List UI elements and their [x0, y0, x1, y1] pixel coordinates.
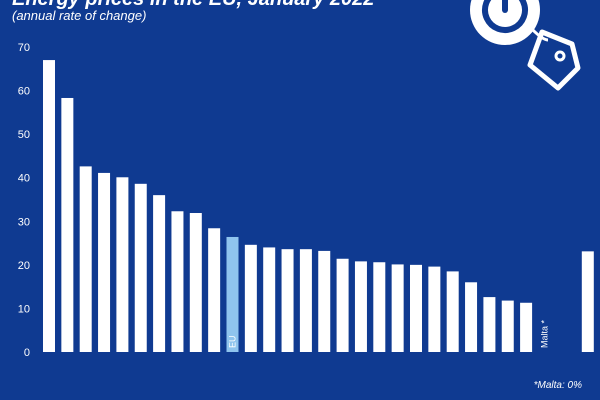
bar-lithuania [79, 166, 92, 352]
category-label: Norway [583, 317, 593, 348]
bar-portugal [501, 300, 514, 352]
category-label: Estonia [99, 318, 109, 348]
category-label: Portugal [503, 314, 513, 348]
bar-greece [116, 177, 129, 352]
bar-latvia [446, 271, 459, 352]
bar-croatia [520, 302, 533, 352]
bar-norway [581, 251, 594, 352]
y-tick-label: 30 [18, 216, 30, 228]
power-price-tag-icon [470, 0, 581, 91]
chart-subtitle: (annual rate of change) [12, 8, 147, 23]
bar-netherlands [61, 97, 74, 352]
bar-finland [299, 249, 312, 352]
category-label: Sweden [319, 315, 329, 348]
y-tick-label: 0 [24, 347, 30, 359]
category-label: Bulgaria [264, 315, 274, 348]
category-label: Italy [136, 331, 146, 348]
category-label: Austria [374, 320, 384, 348]
category-label: Czechia [356, 315, 366, 348]
category-label: Slovakia [466, 314, 476, 348]
y-tick-label: 70 [18, 42, 30, 54]
category-label: Lithuania [81, 311, 91, 348]
category-label: Poland [429, 320, 439, 348]
category-label: Latvia [448, 324, 458, 348]
bar-belgium [43, 60, 55, 352]
bar-luxembourg [189, 213, 202, 352]
bar-poland [428, 266, 441, 352]
category-label: EU [228, 335, 238, 348]
bar-denmark [153, 195, 166, 352]
bar-czechia [354, 261, 367, 352]
y-tick-label: 60 [18, 86, 30, 98]
category-label: Spain [172, 325, 182, 348]
category-label: Denmark [154, 311, 164, 348]
bar-estonia [98, 172, 111, 352]
category-label: Germany [393, 310, 403, 348]
category-label: Cyprus [246, 319, 256, 348]
category-label: Finland [301, 318, 311, 348]
bar-hungary [483, 297, 496, 352]
bar-italy [134, 183, 147, 352]
bar-sweden [318, 250, 331, 352]
category-label: Croatia [521, 319, 531, 348]
bar-ireland [208, 228, 221, 352]
category-label: Slovenia [338, 313, 348, 348]
y-tick-label: 50 [18, 129, 30, 141]
chart-title: Energy prices in the EU, January 2022 [12, 0, 374, 11]
category-label: France [411, 320, 421, 348]
category-label: Belgium [44, 315, 54, 348]
y-tick-label: 20 [18, 260, 30, 272]
bar-spain [171, 211, 184, 352]
bar-germany [391, 264, 404, 352]
bar-austria [373, 262, 386, 352]
bar-france [410, 264, 422, 352]
footnote: *Malta: 0% [533, 380, 582, 391]
y-tick-label: 10 [18, 303, 30, 315]
category-label: Greece [117, 318, 127, 348]
bar-slovakia [465, 282, 478, 352]
y-axis: 0 10 20 30 40 50 60 70 [18, 42, 30, 359]
bar-cyprus [244, 244, 257, 352]
bar-romania [281, 249, 294, 352]
bars [43, 60, 594, 352]
bar-eu [226, 236, 239, 352]
category-label: Hungary [484, 313, 494, 348]
category-label: Luxembourg [191, 298, 201, 348]
category-label: Netherlands [62, 299, 72, 348]
category-label: Romania [283, 312, 293, 348]
bar-bulgaria [263, 247, 276, 352]
category-label: Malta * [539, 319, 549, 348]
bar-slovenia [336, 258, 349, 352]
category-labels: Belgium Netherlands Lithuania Estonia Greece… [44, 298, 593, 348]
category-label: Ireland [209, 320, 219, 348]
y-tick-label: 40 [18, 173, 30, 185]
